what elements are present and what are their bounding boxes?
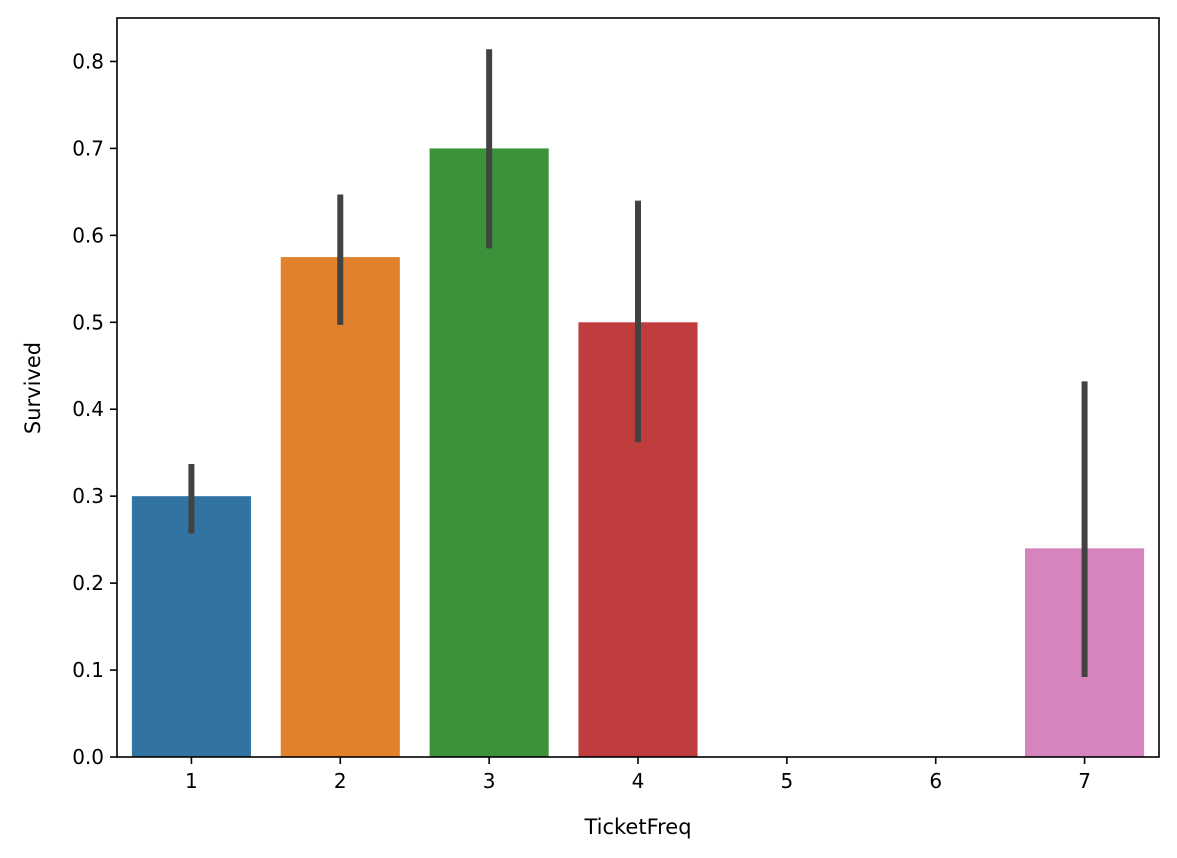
y-axis-ticks: 0.0 0.1 0.2 0.3 0.4 0.5 0.6 0.7 0.8 bbox=[72, 49, 117, 769]
y-tick-label: 0.3 bbox=[72, 484, 104, 508]
y-tick-label: 0.7 bbox=[72, 136, 104, 160]
y-tick-label: 0.1 bbox=[72, 658, 104, 682]
x-axis-ticks: 1 2 3 4 5 6 7 bbox=[185, 757, 1091, 793]
x-tick-label: 6 bbox=[929, 769, 942, 793]
x-tick-label: 1 bbox=[185, 769, 198, 793]
y-tick-label: 0.5 bbox=[72, 310, 104, 334]
y-tick-label: 0.4 bbox=[72, 397, 104, 421]
x-tick-label: 3 bbox=[483, 769, 496, 793]
x-tick-label: 4 bbox=[632, 769, 645, 793]
y-tick-label: 0.8 bbox=[72, 49, 104, 73]
bar-3 bbox=[429, 148, 549, 758]
x-tick-label: 5 bbox=[780, 769, 793, 793]
x-tick-label: 7 bbox=[1078, 769, 1091, 793]
x-tick-label: 2 bbox=[334, 769, 347, 793]
bar-1 bbox=[131, 496, 251, 757]
error-bars-group bbox=[188, 49, 1088, 678]
bar-2 bbox=[280, 257, 400, 757]
y-tick-label: 0.6 bbox=[72, 223, 104, 247]
x-axis-label: TicketFreq bbox=[583, 815, 691, 839]
y-axis-label: Survived bbox=[21, 342, 45, 434]
y-tick-label: 0.2 bbox=[72, 571, 104, 595]
y-tick-label: 0.0 bbox=[72, 745, 104, 769]
